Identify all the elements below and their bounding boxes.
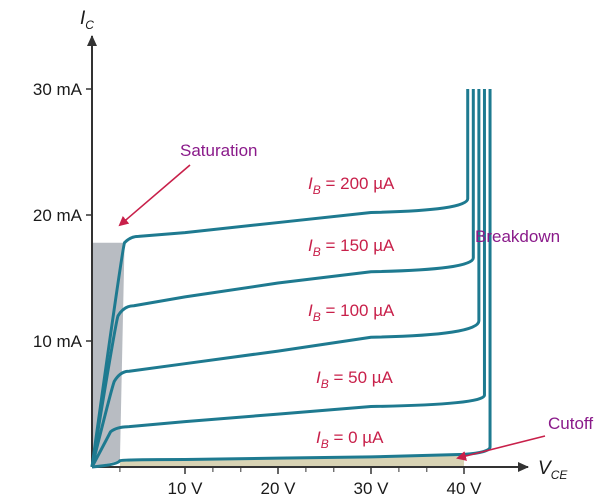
y-tick-label: 20 mA: [33, 206, 83, 225]
y-axis-title-sub: C: [85, 18, 94, 32]
x-axis-title-main: V: [538, 458, 553, 479]
x-tick-label: 10 V: [168, 479, 204, 498]
y-tick-label: 10 mA: [33, 332, 83, 351]
curve-line: [90, 89, 475, 468]
x-tick-label: 30 V: [354, 479, 390, 498]
curve-label: IB = 0 µA: [316, 428, 384, 451]
x-axis-title: VCE: [538, 458, 568, 482]
curve-label: IB = 150 µA: [308, 236, 395, 259]
curve-label: IB = 200 µA: [308, 174, 395, 197]
cutoff-annotation: Cutoff: [548, 414, 593, 433]
x-axis-title-sub: CE: [551, 468, 569, 482]
curve-line: [90, 89, 470, 468]
saturation-arrow: [118, 164, 191, 227]
curve-line: [90, 89, 481, 468]
axis-ticks: 10 mA 20 mA 30 mA 10 V 20 V 30 V 40 V: [33, 80, 482, 498]
characteristic-curves: IB = 0 µA IB = 50 µA IB = 100 µA IB = 150 µ…: [90, 89, 492, 469]
y-tick-label: 30 mA: [33, 80, 83, 99]
curve-line: [91, 89, 492, 469]
breakdown-annotation: Breakdown: [475, 227, 560, 246]
curve-label: IB = 100 µA: [308, 301, 395, 324]
curve-line: [90, 89, 486, 468]
x-tick-label: 20 V: [261, 479, 297, 498]
x-tick-label: 40 V: [447, 479, 483, 498]
saturation-annotation: Saturation: [180, 141, 258, 160]
curve-label: IB = 50 µA: [316, 368, 394, 391]
y-axis-title: IC: [80, 8, 94, 32]
cutoff-arrow: [456, 435, 546, 461]
y-axis-title-main: I: [80, 8, 86, 29]
